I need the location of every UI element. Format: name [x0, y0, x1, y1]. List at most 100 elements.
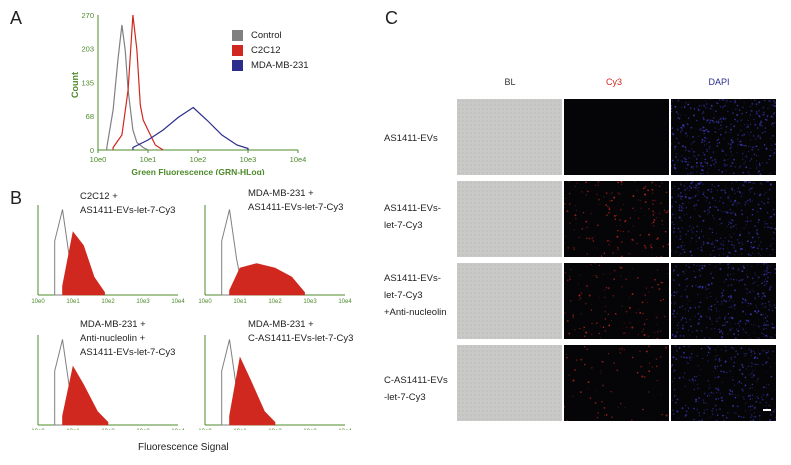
panel-b-series-cy3	[229, 356, 276, 426]
panel-b-histograms: 10e0 10e1 10e2 10e3 10e4 10e0 10e1 10e2 10e3 10e4…	[31, 205, 352, 430]
panel-c-col-cy3: Cy3	[564, 77, 664, 87]
panel-b-series-cy3	[62, 365, 109, 426]
panel-b-xtick: 10e4	[171, 299, 185, 305]
panel-b-xtick: 10e0	[31, 299, 45, 305]
panel-a-xlabel: Green Fluorescence (GRN-HLog)	[131, 167, 264, 175]
panel-b-plot-3: 10e0 10e1 10e2 10e3 10e4	[31, 335, 185, 430]
plot2-label-line2: AS1411-EVs-let-7-Cy3	[248, 202, 344, 213]
col-dapi-label: DAPI	[708, 77, 730, 87]
micro-r1-cy3	[564, 99, 669, 175]
panel-a-ylabel: Count	[70, 72, 80, 98]
panel-a-ytick: 270	[81, 11, 94, 20]
panel-a-series-mda-mb-231	[132, 106, 249, 151]
panel-b-xtick: 10e3	[136, 299, 150, 305]
panel-b-xtick: 10e1	[66, 429, 80, 430]
panel-b-xtick: 10e3	[136, 429, 150, 430]
panel-b-xtick: 10e0	[31, 429, 45, 430]
row3-line1: AS1411-EVs-	[384, 273, 441, 284]
panel-a-ytick: 135	[81, 79, 94, 88]
row3-line2: let-7-Cy3	[384, 290, 423, 301]
micro-r2-cy3	[564, 181, 669, 257]
micro-r3-bl	[457, 263, 562, 339]
panel-c-row3-label: AS1411-EVs- let-7-Cy3 +Anti-nucleolin	[384, 270, 447, 321]
micro-r3-cy3	[564, 263, 669, 339]
legend-entry-c2c12: C2C12	[232, 43, 309, 58]
legend-swatch-control	[232, 30, 243, 41]
row2-line1: AS1411-EVs-	[384, 203, 441, 214]
panel-c-row4-label: C-AS1411-EVs -let-7-Cy3	[384, 372, 448, 406]
plot1-label-line1: C2C12 +	[80, 191, 118, 202]
legend-entry-control: Control	[232, 28, 309, 43]
panel-b-xtick: 10e2	[268, 429, 282, 430]
legend-entry-mda: MDA-MB-231	[232, 58, 309, 73]
micro-r4-dapi	[671, 345, 776, 421]
plot2-label-line1: MDA-MB-231 +	[248, 188, 314, 199]
panel-b-plot-4: 10e0 10e1 10e2 10e3 10e4	[198, 335, 352, 430]
panel-b-xtick: 10e3	[303, 299, 317, 305]
panel-b-xtick: 10e1	[66, 299, 80, 305]
panel-a-letter: A	[10, 8, 23, 28]
panel-b-plot-2: 10e0 10e1 10e2 10e3 10e4	[198, 205, 352, 305]
panel-b-plot4-label: MDA-MB-231 + C-AS1411-EVs-let-7-Cy3	[248, 318, 353, 346]
panel-c-row1-label: AS1411-EVs	[384, 130, 438, 147]
panel-b-xtick: 10e3	[303, 429, 317, 430]
plot1-label-line2: AS1411-EVs-let-7-Cy3	[80, 205, 176, 216]
panel-b-letter: B	[10, 188, 23, 208]
panel-a-xtick: 10e1	[140, 155, 157, 164]
panel-c-col-dapi: DAPI	[669, 77, 769, 87]
micro-r4-bl	[457, 345, 562, 421]
panel-b-xtick: 10e2	[101, 299, 115, 305]
legend-swatch-c2c12	[232, 45, 243, 56]
panel-b-xtick: 10e4	[338, 299, 352, 305]
panel-a-ytick: 203	[81, 45, 94, 54]
legend-label-c2c12: C2C12	[251, 44, 281, 56]
row3-line3: +Anti-nucleolin	[384, 307, 447, 318]
micro-r4-cy3	[564, 345, 669, 421]
panel-b-series-cy3	[62, 231, 105, 296]
panel-c-row2-label: AS1411-EVs- let-7-Cy3	[384, 200, 441, 234]
panel-b-plot1-label: C2C12 + AS1411-EVs-let-7-Cy3	[80, 190, 175, 218]
row4-line2: -let-7-Cy3	[384, 392, 426, 403]
row1-line1: AS1411-EVs	[384, 133, 438, 144]
panel-b-plot3-label: MDA-MB-231 + Anti-nucleolin + AS1411-EVs…	[80, 318, 175, 360]
plot4-label-line1: MDA-MB-231 +	[248, 319, 314, 330]
panel-b-plot-1: 10e0 10e1 10e2 10e3 10e4	[31, 205, 185, 305]
legend-label-mda: MDA-MB-231	[251, 59, 309, 71]
panel-b-xtick: 10e1	[233, 299, 247, 305]
micro-r3-dapi	[671, 263, 776, 339]
panel-a-legend: Control C2C12 MDA-MB-231	[232, 28, 309, 73]
panel-a-xtick: 10e0	[90, 155, 107, 164]
micro-r2-dapi	[671, 181, 776, 257]
col-cy3-label: Cy3	[605, 77, 622, 87]
legend-swatch-mda	[232, 60, 243, 71]
row4-line1: C-AS1411-EVs	[384, 375, 448, 386]
panel-a-ytick: 68	[86, 112, 94, 121]
plot3-label-line1: MDA-MB-231 +	[80, 319, 146, 330]
panel-a-xtick: 10e2	[190, 155, 207, 164]
panel-b-xlabel: Fluorescence Signal	[138, 442, 229, 453]
panel-b-xtick: 10e2	[101, 429, 115, 430]
plot3-label-line3: AS1411-EVs-let-7-Cy3	[80, 347, 176, 358]
panel-b-xtick: 10e4	[171, 429, 185, 430]
legend-label-control: Control	[251, 29, 282, 41]
panel-b-plot2-label: MDA-MB-231 + AS1411-EVs-let-7-Cy3	[248, 187, 343, 215]
panel-c-letter: C	[385, 8, 398, 28]
panel-b-xtick: 10e0	[198, 429, 212, 430]
panel-b-xtick: 10e1	[233, 429, 247, 430]
panel-b-series-cy3	[229, 263, 305, 296]
panel-a-series-c2c12	[112, 14, 164, 151]
panel-a-xtick: 10e4	[290, 155, 307, 164]
panel-b-xtick: 10e0	[198, 299, 212, 305]
panel-a-ytick: 0	[90, 146, 94, 155]
plot4-label-line2: C-AS1411-EVs-let-7-Cy3	[248, 333, 354, 344]
panel-a-series-control	[106, 24, 149, 151]
micro-r1-bl	[457, 99, 562, 175]
micro-r2-bl	[457, 181, 562, 257]
panel-c-col-bl: BL	[460, 77, 560, 87]
panel-a-xtick: 10e3	[240, 155, 257, 164]
panel-b-xtick: 10e2	[268, 299, 282, 305]
col-bl-label: BL	[504, 77, 516, 87]
scale-bar	[763, 409, 771, 411]
micro-r1-dapi	[671, 99, 776, 175]
